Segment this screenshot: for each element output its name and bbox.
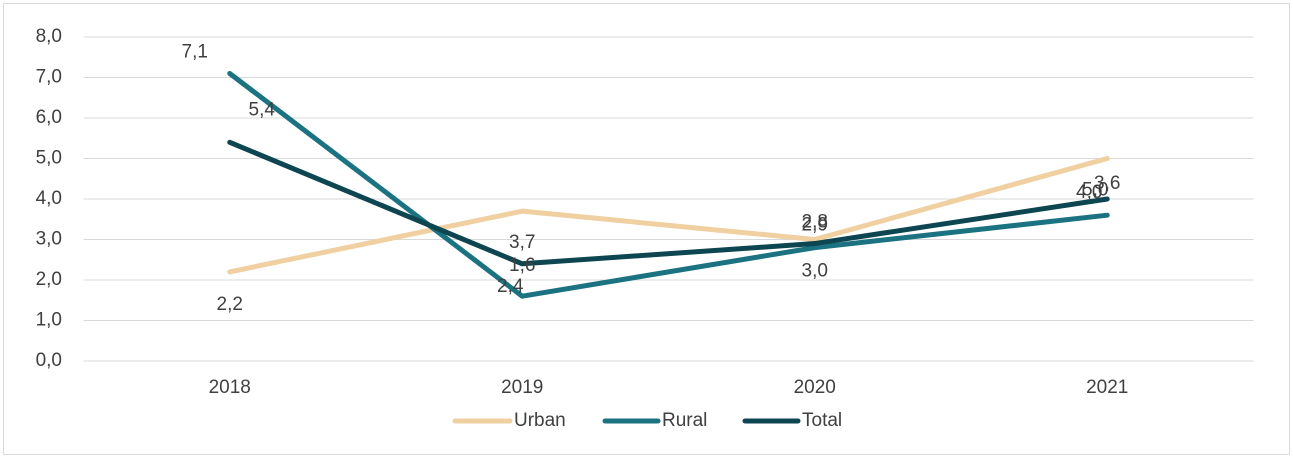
x-tick-label: 2021 xyxy=(1086,377,1128,398)
data-label: 2,9 xyxy=(802,215,828,236)
legend-label: Total xyxy=(802,410,842,431)
series-line xyxy=(227,139,1110,267)
data-label: 7,1 xyxy=(182,41,208,62)
data-label: 3,7 xyxy=(509,232,535,253)
y-tick-label: 8,0 xyxy=(36,26,62,47)
data-label: 1,6 xyxy=(509,255,535,276)
legend-label: Rural xyxy=(662,410,707,431)
y-tick-label: 5,0 xyxy=(36,148,62,169)
data-label: 5,0 xyxy=(1082,180,1108,201)
data-label: 2,4 xyxy=(497,276,524,297)
y-tick-label: 1,0 xyxy=(36,310,62,331)
legend-label: Urban xyxy=(514,410,566,431)
y-tick-label: 4,0 xyxy=(36,188,62,209)
series-line xyxy=(227,70,1110,299)
y-tick-label: 7,0 xyxy=(36,67,62,88)
x-tick-label: 2018 xyxy=(209,377,251,398)
y-tick-label: 2,0 xyxy=(36,269,62,290)
y-tick-label: 3,0 xyxy=(36,229,62,250)
x-tick-label: 2019 xyxy=(501,377,543,398)
series-line xyxy=(227,156,1110,275)
data-label: 3,6 xyxy=(1094,173,1120,194)
data-label: 3,0 xyxy=(802,261,828,282)
data-label: 4,0 xyxy=(1076,182,1102,203)
y-tick-label: 0,0 xyxy=(36,350,62,371)
x-tick-label: 2020 xyxy=(794,377,836,398)
y-tick-label: 6,0 xyxy=(36,107,62,128)
data-label: 5,4 xyxy=(249,99,276,120)
chart-border xyxy=(3,3,1290,455)
data-label: 2,2 xyxy=(217,294,243,315)
data-label: 2,8 xyxy=(802,212,828,233)
